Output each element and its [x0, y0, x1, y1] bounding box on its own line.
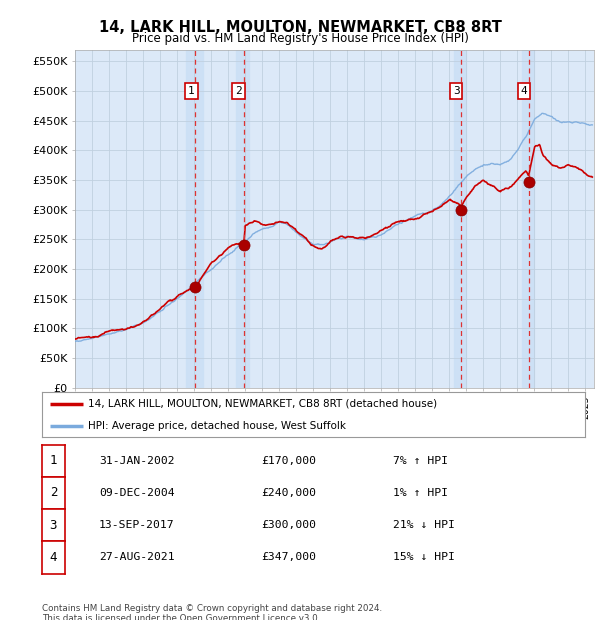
Text: 14, LARK HILL, MOULTON, NEWMARKET, CB8 8RT: 14, LARK HILL, MOULTON, NEWMARKET, CB8 8… [98, 20, 502, 35]
Text: 15% ↓ HPI: 15% ↓ HPI [393, 552, 455, 562]
Text: £240,000: £240,000 [261, 488, 316, 498]
Text: 4: 4 [50, 551, 57, 564]
Text: 09-DEC-2004: 09-DEC-2004 [99, 488, 175, 498]
Bar [454, 50, 466, 388]
Text: 4: 4 [521, 86, 527, 96]
Bar [521, 50, 533, 388]
Text: 1: 1 [188, 86, 195, 96]
Text: £170,000: £170,000 [261, 456, 316, 466]
Text: 1% ↑ HPI: 1% ↑ HPI [393, 488, 448, 498]
Bar [236, 50, 248, 388]
Bar [185, 50, 203, 388]
Text: 3: 3 [453, 86, 460, 96]
Text: Contains HM Land Registry data © Crown copyright and database right 2024.
This d: Contains HM Land Registry data © Crown c… [42, 604, 382, 620]
Text: 1: 1 [50, 454, 57, 467]
Text: Price paid vs. HM Land Registry's House Price Index (HPI): Price paid vs. HM Land Registry's House … [131, 32, 469, 45]
Text: 2: 2 [50, 487, 57, 499]
Text: 31-JAN-2002: 31-JAN-2002 [99, 456, 175, 466]
Text: £300,000: £300,000 [261, 520, 316, 530]
Text: 2: 2 [235, 86, 242, 96]
Text: HPI: Average price, detached house, West Suffolk: HPI: Average price, detached house, West… [88, 421, 346, 431]
Text: 3: 3 [50, 519, 57, 531]
Text: 21% ↓ HPI: 21% ↓ HPI [393, 520, 455, 530]
Text: £347,000: £347,000 [261, 552, 316, 562]
Text: 14, LARK HILL, MOULTON, NEWMARKET, CB8 8RT (detached house): 14, LARK HILL, MOULTON, NEWMARKET, CB8 8… [88, 399, 437, 409]
Text: 13-SEP-2017: 13-SEP-2017 [99, 520, 175, 530]
Text: 7% ↑ HPI: 7% ↑ HPI [393, 456, 448, 466]
Text: 27-AUG-2021: 27-AUG-2021 [99, 552, 175, 562]
